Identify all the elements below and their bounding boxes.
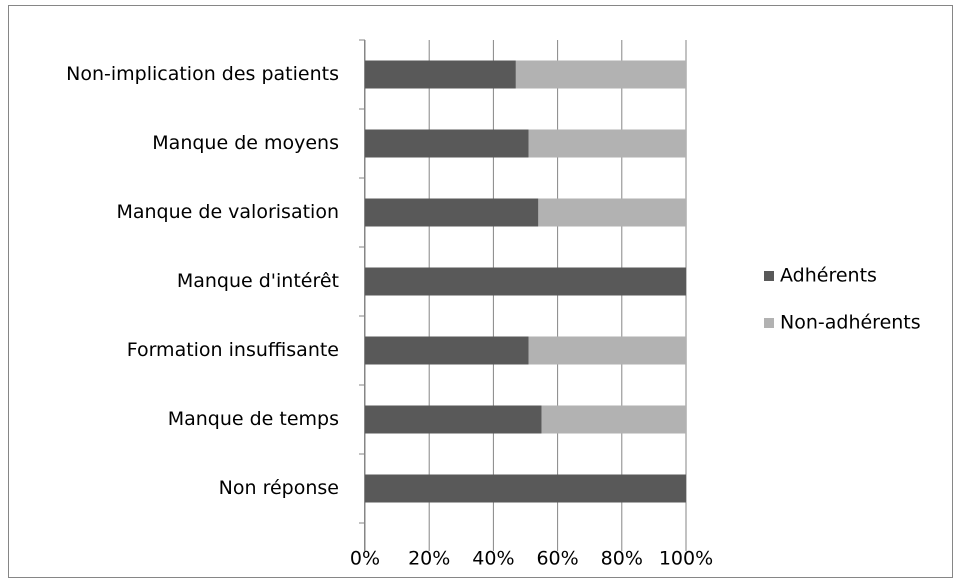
bar-segment [528,336,686,365]
bar-segment [541,405,686,434]
bar-segment [365,474,686,503]
bar-segment [538,198,686,227]
x-tick-label: 100% [659,548,713,570]
y-tick-label: Manque de moyens [152,132,339,154]
legend-label: Non-adhérents [780,312,921,334]
y-tick-label: Manque de valorisation [116,201,339,223]
legend-swatch [764,318,774,328]
bar-segment [365,129,529,158]
y-tick-label: Non-implication des patients [66,63,339,85]
y-tick-label: Formation insuffisante [127,339,339,361]
bar-segment [515,60,686,89]
y-tick-label: Manque d'intérêt [177,270,339,292]
bar-segment [365,336,529,365]
bar-segment [528,129,686,158]
bar-segment [365,405,542,434]
x-tick-label: 60% [536,548,578,570]
y-tick-label: Manque de temps [168,408,339,430]
x-tick-label: 80% [601,548,643,570]
x-tick-label: 40% [472,548,514,570]
bar-segment [365,267,686,296]
bar-segment [365,198,539,227]
x-tick-label: 20% [408,548,450,570]
y-tick-label: Non réponse [219,477,339,499]
bar-segment [365,60,516,89]
x-tick-label: 0% [350,548,380,570]
legend-swatch [764,271,774,281]
legend-label: Adhérents [780,265,877,287]
